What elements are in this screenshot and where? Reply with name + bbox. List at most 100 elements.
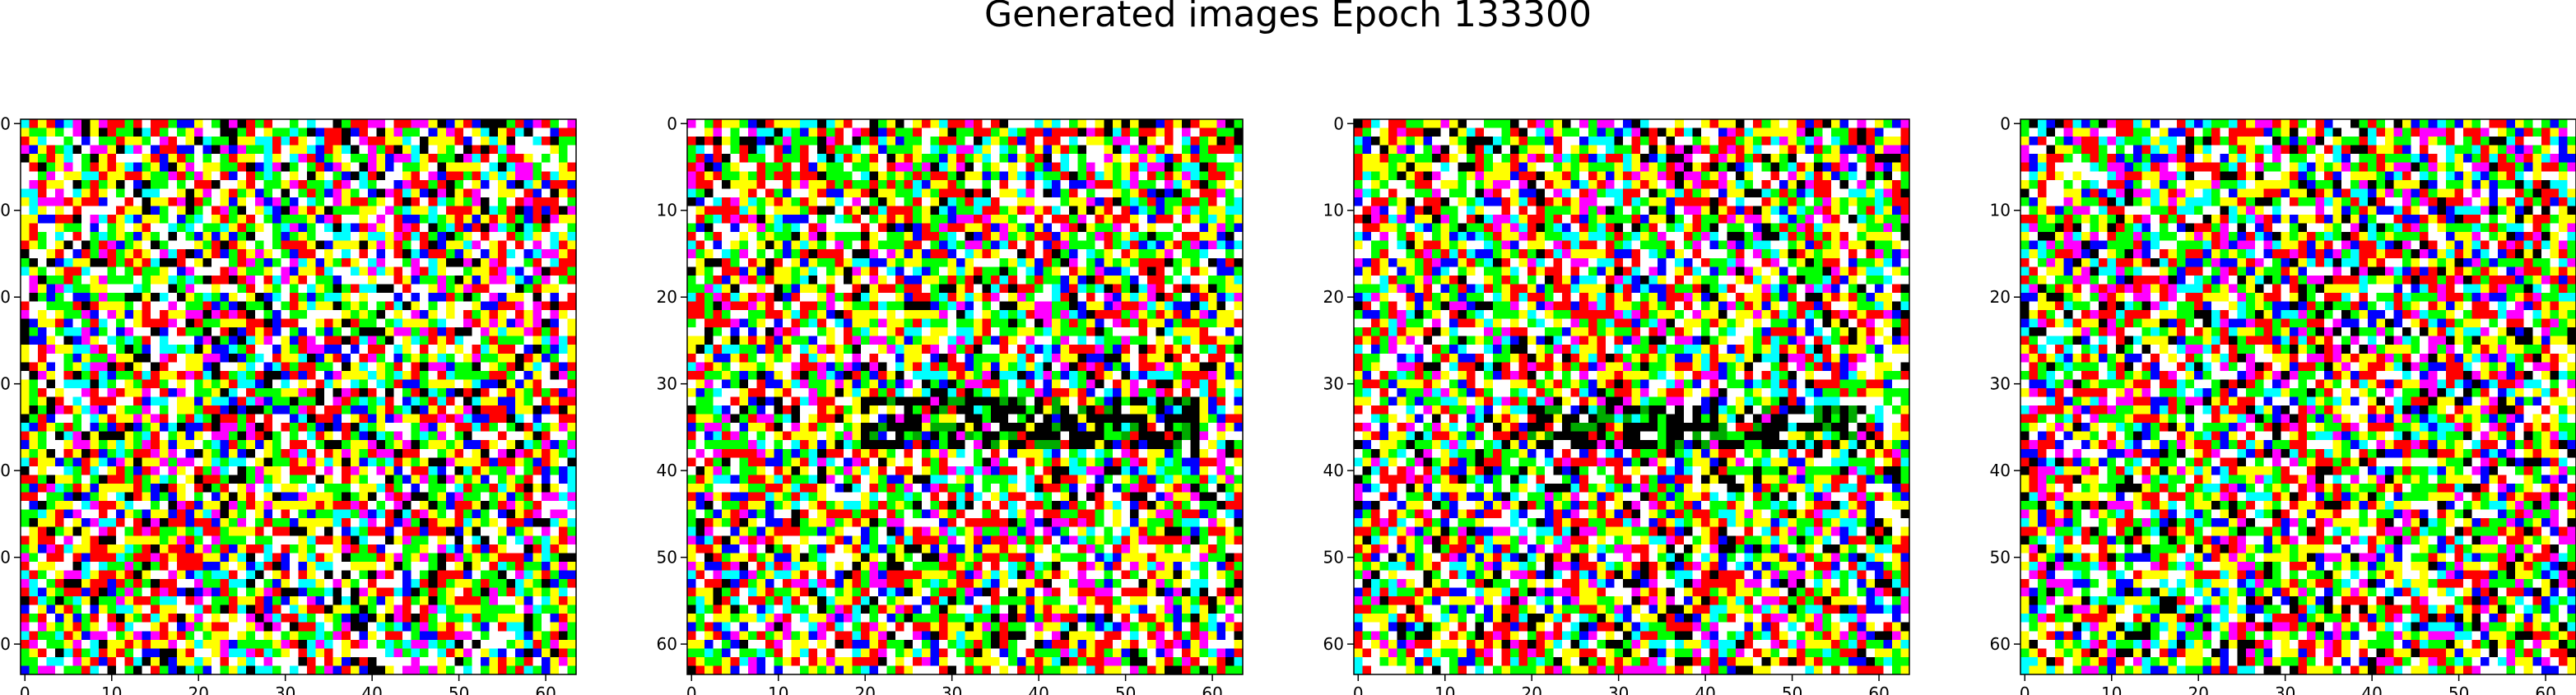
pixel xyxy=(332,310,342,320)
pixel xyxy=(315,431,325,441)
pixel xyxy=(835,215,844,225)
pixel xyxy=(506,301,516,311)
pixel xyxy=(956,127,966,137)
pixel xyxy=(376,596,386,606)
pixel xyxy=(1165,215,1174,225)
pixel xyxy=(21,648,30,658)
pixel xyxy=(1008,137,1018,146)
pixel xyxy=(947,197,957,207)
pixel xyxy=(90,648,100,658)
pixel xyxy=(324,570,334,580)
pixel xyxy=(878,232,888,242)
pixel xyxy=(193,275,204,285)
pixel xyxy=(1008,127,1018,137)
pixel xyxy=(289,206,300,215)
pixel xyxy=(800,145,810,155)
pixel xyxy=(98,448,109,458)
pixel xyxy=(176,656,186,667)
pixel xyxy=(263,544,273,554)
pixel xyxy=(428,310,438,320)
pixel xyxy=(437,379,447,389)
pixel xyxy=(63,526,73,536)
pixel xyxy=(428,535,438,545)
pixel xyxy=(202,665,212,675)
pixel xyxy=(704,162,714,172)
pixel xyxy=(63,127,73,137)
pixel xyxy=(1173,215,1183,225)
pixel xyxy=(454,656,464,667)
pixel xyxy=(384,553,395,563)
pixel xyxy=(272,353,282,363)
pixel xyxy=(384,501,395,511)
pixel xyxy=(55,466,65,476)
pixel xyxy=(142,396,151,406)
pixel xyxy=(523,154,533,164)
x-tick-label: 30 xyxy=(275,683,295,695)
pixel xyxy=(63,518,73,528)
pixel xyxy=(116,631,126,641)
pixel xyxy=(558,578,569,589)
pixel xyxy=(1146,206,1157,215)
pixel xyxy=(246,605,256,614)
pixel xyxy=(869,232,879,242)
pixel xyxy=(367,197,378,207)
pixel xyxy=(272,631,282,641)
pixel xyxy=(384,648,395,658)
pixel xyxy=(212,578,221,589)
pixel xyxy=(142,188,151,198)
pixel xyxy=(541,535,551,545)
pixel xyxy=(168,179,178,189)
pixel xyxy=(133,137,143,146)
pixel xyxy=(229,631,239,641)
pixel xyxy=(307,188,317,198)
pixel xyxy=(765,119,775,129)
pixel xyxy=(359,223,369,233)
pixel xyxy=(930,162,940,172)
pixel xyxy=(159,631,169,641)
pixel xyxy=(142,492,151,502)
pixel xyxy=(151,318,160,328)
pixel xyxy=(90,518,100,528)
pixel xyxy=(532,431,542,441)
pixel xyxy=(90,292,100,303)
pixel xyxy=(541,648,551,658)
pixel xyxy=(263,622,273,632)
pixel xyxy=(246,301,256,311)
pixel xyxy=(237,431,247,441)
pixel xyxy=(254,631,264,641)
pixel xyxy=(938,188,949,198)
pixel xyxy=(869,206,879,215)
pixel xyxy=(307,215,317,225)
pixel xyxy=(991,162,1001,172)
pixel xyxy=(168,483,178,493)
pixel xyxy=(974,206,983,215)
pixel xyxy=(913,206,923,215)
pixel xyxy=(229,414,239,424)
pixel xyxy=(384,240,395,250)
pixel xyxy=(151,353,160,363)
pixel xyxy=(532,154,542,164)
pixel xyxy=(98,570,109,580)
pixel xyxy=(185,266,195,276)
pixel xyxy=(756,127,766,137)
pixel xyxy=(393,431,403,441)
pixel xyxy=(480,379,491,389)
pixel xyxy=(550,492,560,502)
pixel xyxy=(107,501,117,511)
pixel xyxy=(81,440,91,450)
pixel xyxy=(72,162,82,172)
pixel xyxy=(281,127,291,137)
pixel xyxy=(298,587,308,597)
pixel xyxy=(523,535,533,545)
pixel xyxy=(437,275,447,285)
pixel xyxy=(237,345,247,354)
pixel xyxy=(315,440,325,450)
pixel xyxy=(272,457,282,467)
pixel xyxy=(393,526,403,536)
pixel xyxy=(237,206,247,215)
pixel xyxy=(800,188,810,198)
pixel xyxy=(558,639,569,649)
pixel xyxy=(463,310,473,320)
pixel xyxy=(220,396,230,406)
pixel xyxy=(21,448,30,458)
